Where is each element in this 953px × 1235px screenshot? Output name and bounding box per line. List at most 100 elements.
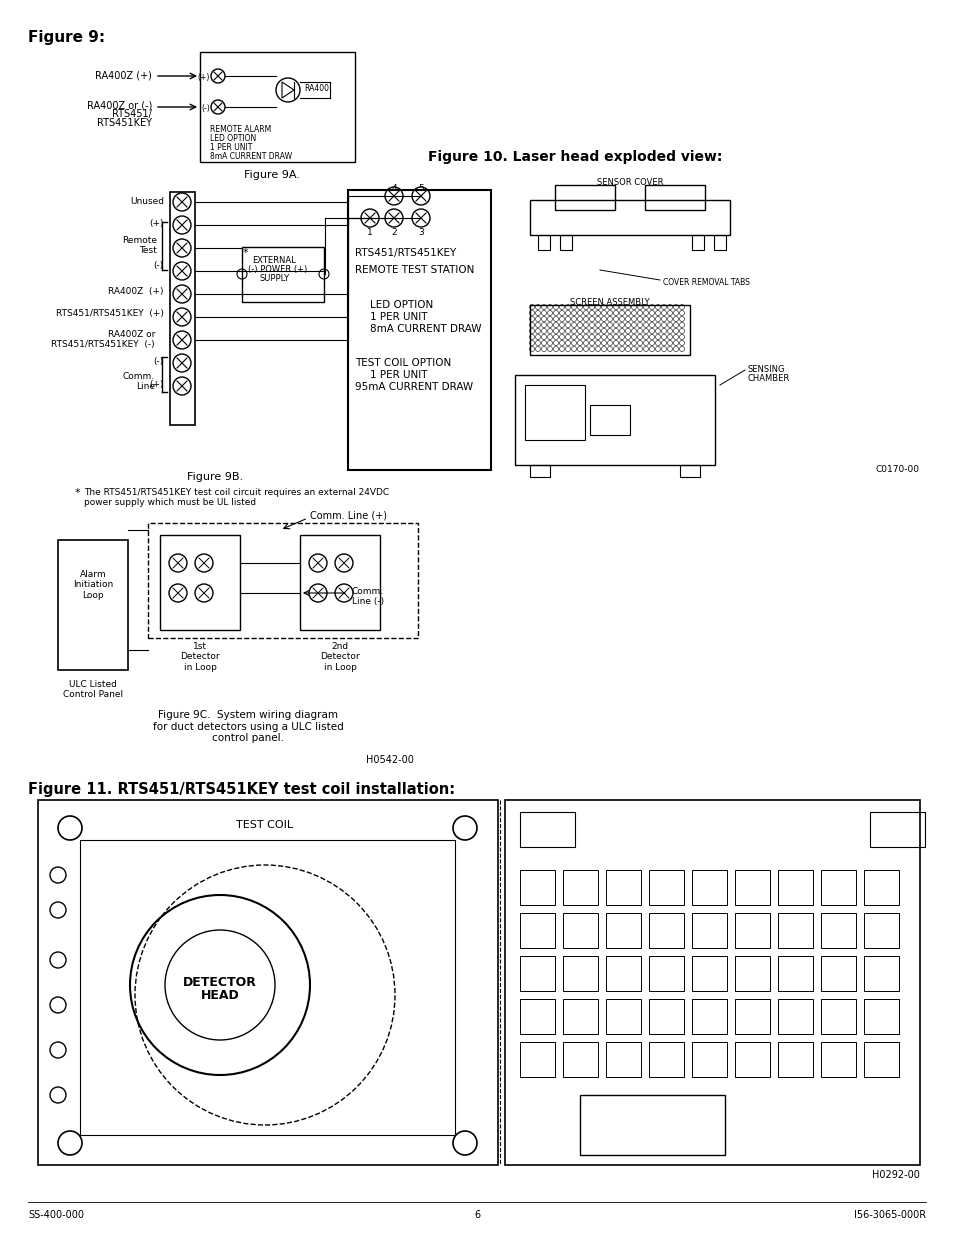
Text: RA400Z (+): RA400Z (+)	[95, 70, 152, 80]
Text: Figure 9A.: Figure 9A.	[244, 170, 299, 180]
Bar	[530, 466, 550, 477]
Bar	[519, 869, 555, 905]
Bar	[562, 999, 598, 1034]
Bar	[821, 999, 855, 1034]
Bar	[537, 235, 550, 249]
Text: Figure 9:: Figure 9:	[28, 30, 105, 44]
Text: 8mA CURRENT DRAW: 8mA CURRENT DRAW	[370, 324, 481, 333]
Text: REMOTE ALARM: REMOTE ALARM	[210, 125, 271, 135]
Bar	[504, 800, 919, 1165]
Text: SCREEN ASSEMBLY: SCREEN ASSEMBLY	[570, 298, 649, 308]
Bar	[648, 1042, 683, 1077]
Bar	[869, 811, 924, 847]
Text: Comm.: Comm.	[123, 372, 154, 382]
Text: RTS451/RTS451KEY: RTS451/RTS451KEY	[355, 248, 456, 258]
Text: RA400Z  (+): RA400Z (+)	[109, 287, 164, 296]
Text: 8mA CURRENT DRAW: 8mA CURRENT DRAW	[210, 152, 292, 161]
Text: (-): (-)	[201, 104, 210, 112]
Text: LED OPTION: LED OPTION	[370, 300, 433, 310]
Bar	[58, 540, 128, 671]
Text: 1: 1	[367, 228, 373, 237]
Bar	[579, 1095, 724, 1155]
Text: TEST COIL OPTION: TEST COIL OPTION	[355, 358, 451, 368]
Bar	[530, 200, 729, 235]
Text: 95mA CURRENT DRAW: 95mA CURRENT DRAW	[355, 382, 473, 391]
Text: Test: Test	[139, 246, 157, 254]
Bar	[519, 913, 555, 948]
Text: RA400: RA400	[304, 84, 329, 93]
Bar	[734, 1042, 769, 1077]
Text: C0170-00: C0170-00	[875, 466, 919, 474]
Text: *: *	[75, 488, 81, 498]
Text: RTS451KEY: RTS451KEY	[97, 119, 152, 128]
Text: Figure 9B.: Figure 9B.	[187, 472, 243, 482]
Bar	[691, 999, 726, 1034]
Text: Comm.: Comm.	[352, 587, 384, 597]
Text: Unused: Unused	[130, 198, 164, 206]
Bar	[530, 305, 689, 354]
Text: CHAMBER: CHAMBER	[747, 374, 789, 383]
Bar	[519, 999, 555, 1034]
Text: 1st
Detector
in Loop: 1st Detector in Loop	[180, 642, 219, 672]
Text: (+): (+)	[150, 380, 164, 389]
Text: 3: 3	[417, 228, 423, 237]
Bar	[299, 535, 379, 630]
Bar	[242, 247, 324, 303]
Text: H0292-00: H0292-00	[871, 1170, 919, 1179]
Text: SS-400-000: SS-400-000	[28, 1210, 84, 1220]
Bar	[863, 869, 898, 905]
Bar	[170, 191, 194, 425]
Bar	[821, 956, 855, 990]
Bar	[734, 999, 769, 1034]
Text: COVER REMOVAL TABS: COVER REMOVAL TABS	[662, 278, 749, 287]
Bar	[691, 869, 726, 905]
Bar	[863, 999, 898, 1034]
Text: Line (-): Line (-)	[352, 597, 384, 606]
Bar	[38, 800, 497, 1165]
Text: TEST COIL: TEST COIL	[236, 820, 294, 830]
Text: RTS451/: RTS451/	[112, 109, 152, 119]
Bar	[821, 913, 855, 948]
Bar	[863, 913, 898, 948]
Text: (-): (-)	[153, 357, 164, 366]
Text: H0542-00: H0542-00	[366, 755, 414, 764]
Bar	[734, 869, 769, 905]
Bar	[648, 999, 683, 1034]
Bar	[519, 811, 575, 847]
Text: RTS451/RTS451KEY  (-): RTS451/RTS451KEY (-)	[51, 340, 154, 350]
Text: 6: 6	[474, 1210, 479, 1220]
Text: 5: 5	[417, 184, 423, 193]
Text: Remote: Remote	[122, 236, 157, 245]
Bar	[519, 1042, 555, 1077]
Text: RTS451/RTS451KEY  (+): RTS451/RTS451KEY (+)	[56, 309, 164, 317]
Text: DETECTOR: DETECTOR	[183, 976, 256, 989]
Text: 1 PER UNIT: 1 PER UNIT	[210, 143, 253, 152]
Text: 2: 2	[391, 228, 396, 237]
Bar	[691, 956, 726, 990]
Bar	[524, 385, 584, 440]
Bar	[648, 869, 683, 905]
Text: SENSOR COVER: SENSOR COVER	[597, 178, 662, 186]
Text: RA400Z or (-): RA400Z or (-)	[87, 100, 152, 110]
Bar	[348, 190, 491, 471]
Text: (+): (+)	[197, 73, 210, 82]
Text: Figure 10. Laser head exploded view:: Figure 10. Laser head exploded view:	[427, 149, 721, 164]
Bar	[519, 956, 555, 990]
Bar	[605, 913, 640, 948]
Bar	[778, 1042, 812, 1077]
Text: *: *	[243, 248, 249, 258]
Text: EXTERNAL: EXTERNAL	[252, 256, 295, 266]
Text: The RTS451/RTS451KEY test coil circuit requires an external 24VDC
power supply w: The RTS451/RTS451KEY test coil circuit r…	[84, 488, 389, 508]
Bar	[778, 913, 812, 948]
Text: ULC Listed
Control Panel: ULC Listed Control Panel	[63, 680, 123, 699]
Text: 2nd
Detector
in Loop: 2nd Detector in Loop	[320, 642, 359, 672]
Bar	[589, 405, 629, 435]
Bar	[691, 235, 703, 249]
Text: REMOTE TEST STATION: REMOTE TEST STATION	[355, 266, 474, 275]
Text: 1 PER UNIT: 1 PER UNIT	[370, 312, 427, 322]
Bar	[562, 913, 598, 948]
Bar	[778, 999, 812, 1034]
Bar	[555, 185, 615, 210]
Bar	[863, 956, 898, 990]
Bar	[821, 1042, 855, 1077]
